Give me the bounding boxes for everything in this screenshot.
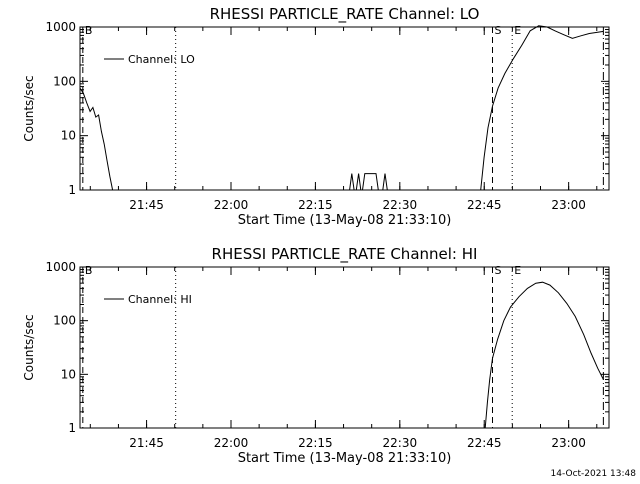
x-tick-label: 23:00 bbox=[551, 198, 586, 212]
plot-frame bbox=[79, 266, 610, 429]
x-tick-label: 22:30 bbox=[383, 198, 418, 212]
marker-label: E bbox=[514, 264, 521, 277]
y-tick-label: 10 bbox=[61, 367, 76, 381]
y-tick-label: 1000 bbox=[45, 20, 76, 34]
chart-title: RHESSI PARTICLE_RATE Channel: HI bbox=[212, 245, 478, 264]
series-line bbox=[480, 25, 604, 191]
y-tick-label: 10 bbox=[61, 129, 76, 143]
x-tick-label: 22:00 bbox=[214, 436, 249, 450]
chart-panel-1: RHESSI PARTICLE_RATE Channel: LO Counts/s… bbox=[22, 5, 610, 228]
x-tick-label: 22:45 bbox=[467, 436, 502, 450]
series-line bbox=[79, 87, 114, 191]
series-line bbox=[355, 173, 362, 191]
x-tick-label: 22:15 bbox=[298, 198, 333, 212]
plot-frame bbox=[79, 26, 610, 191]
x-tick-label: 21:45 bbox=[129, 198, 164, 212]
series-line bbox=[484, 281, 604, 429]
series-line bbox=[349, 173, 355, 191]
x-tick-label: 22:15 bbox=[298, 436, 333, 450]
y-axis-label: Counts/sec bbox=[22, 314, 36, 380]
x-axis-label: Start Time (13-May-08 21:33:10) bbox=[238, 213, 452, 228]
x-tick-label: 22:45 bbox=[467, 198, 502, 212]
series-line bbox=[382, 173, 388, 191]
y-tick-label: 100 bbox=[53, 314, 76, 328]
marker-label: B bbox=[85, 24, 93, 37]
y-axis-label: Counts/sec bbox=[22, 75, 36, 141]
chart-title: RHESSI PARTICLE_RATE Channel: LO bbox=[210, 5, 480, 24]
x-tick-label: 21:45 bbox=[129, 436, 164, 450]
marker-label: S bbox=[495, 264, 502, 277]
legend-label: Channel: LO bbox=[128, 53, 195, 66]
marker-label: B bbox=[85, 264, 93, 277]
y-tick-label: 1000 bbox=[45, 260, 76, 274]
y-tick-label: 1 bbox=[68, 183, 76, 197]
x-axis-label: Start Time (13-May-08 21:33:10) bbox=[238, 451, 452, 466]
y-tick-label: 100 bbox=[53, 74, 76, 88]
series-line bbox=[362, 173, 379, 191]
chart-panel-2: RHESSI PARTICLE_RATE Channel: HI Counts/s… bbox=[22, 245, 610, 466]
y-tick-label: 1 bbox=[68, 421, 76, 435]
marker-label: S bbox=[495, 24, 502, 37]
footer-timestamp: 14-Oct-2021 13:48 bbox=[551, 469, 637, 479]
legend-label: Channel: HI bbox=[128, 293, 192, 306]
x-tick-label: 23:00 bbox=[551, 436, 586, 450]
x-tick-label: 22:00 bbox=[214, 198, 249, 212]
marker-label: E bbox=[514, 24, 521, 37]
x-tick-label: 22:30 bbox=[383, 436, 418, 450]
